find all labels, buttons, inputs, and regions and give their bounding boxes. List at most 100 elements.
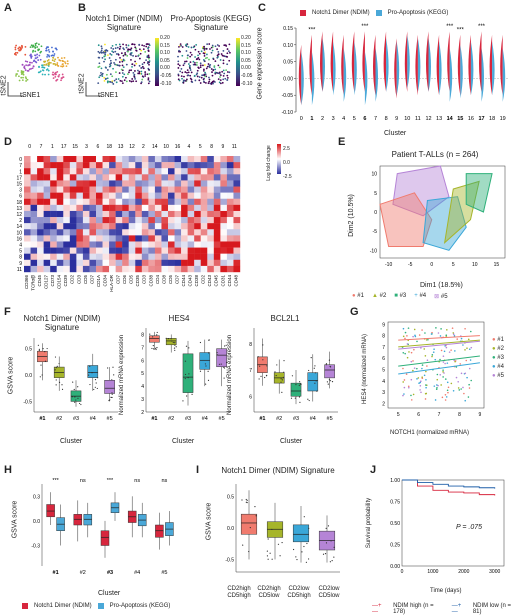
- heatmap-cell: [96, 198, 103, 206]
- tsne-point: [125, 44, 128, 46]
- tsne-point: [218, 45, 221, 47]
- tsne-point: [112, 48, 115, 50]
- tsne-point: [192, 60, 195, 63]
- heatmap-cell: [181, 204, 188, 212]
- tsne-point: [18, 79, 21, 82]
- tsne-point: [221, 54, 224, 57]
- tsne-point: [222, 50, 225, 52]
- scatter-point: [464, 327, 466, 330]
- panel-c-ylabel: Gene expression score: [256, 27, 264, 100]
- heatmap-cell: [154, 265, 162, 273]
- tsne-point: [114, 63, 116, 66]
- y-tick-label: 2: [141, 410, 144, 416]
- tsne-point: [224, 55, 227, 58]
- heatmap-cell: [24, 259, 31, 267]
- jitter-point: [306, 542, 308, 545]
- heatmap-cell: [233, 217, 241, 224]
- heatmap-cell: [96, 192, 103, 199]
- x-tick-label: #4: [310, 416, 316, 422]
- jitter-point: [96, 387, 98, 390]
- tsne-point: [40, 50, 43, 53]
- tsne-point: [212, 69, 215, 72]
- violin-ndim: [457, 34, 461, 96]
- heatmap-cell: [220, 253, 228, 260]
- tsne-point: [179, 70, 182, 73]
- tsne-point: [219, 74, 222, 77]
- heatmap-cell: [187, 259, 195, 267]
- y-tick-label: 0.75: [390, 500, 400, 506]
- panel-b-title-2: Pro-Apoptosis (KEGG) Signature: [170, 14, 252, 32]
- tsne-point: [181, 77, 183, 80]
- tsne-point: [120, 68, 123, 71]
- heatmap-cell: [154, 156, 162, 163]
- heatmap-marker-label: CD45: [37, 275, 42, 287]
- x-tick-label: 3: [332, 116, 335, 122]
- survival-curve: [402, 479, 496, 496]
- tsne-point: [101, 56, 104, 59]
- tsne-point: [207, 63, 210, 65]
- heatmap-marker-label: CD43: [207, 275, 212, 287]
- panel-f-ylabel-3: Normalized mRNA expression: [227, 334, 234, 416]
- heatmap-cell: [233, 198, 241, 206]
- tsne-point: [53, 54, 55, 57]
- jitter-point: [314, 382, 316, 384]
- panel-b-xlabel: tSNE1: [98, 92, 119, 99]
- scatter-point: [446, 329, 448, 331]
- scatter-point: [442, 371, 444, 373]
- tsne-point: [190, 71, 193, 74]
- tsne-point: [205, 67, 208, 70]
- heatmap-cell: [43, 180, 51, 187]
- tsne-point: [118, 64, 120, 67]
- heatmap-row-label: 7: [19, 163, 22, 169]
- heatmap-cell: [115, 186, 123, 193]
- y-tick-label: 0.05: [283, 60, 293, 66]
- tsne-point: [19, 47, 22, 50]
- heatmap-cell: [233, 223, 241, 230]
- tsne-point: [143, 61, 146, 64]
- heatmap-cell: [37, 192, 44, 199]
- tsne-point: [51, 59, 54, 62]
- heatmap-cell: [30, 235, 38, 242]
- jitter-point: [205, 365, 207, 367]
- scatter-point: [456, 338, 459, 340]
- violin-ndim: [330, 31, 334, 92]
- heatmap-row-label: 8: [19, 255, 22, 261]
- regression-line: [398, 340, 480, 350]
- tsne-point: [208, 78, 211, 81]
- tsne-point: [103, 60, 105, 63]
- jitter-point: [91, 372, 93, 374]
- tsne-point: [177, 55, 179, 58]
- panel-c-label: C: [258, 2, 266, 14]
- heatmap-cell: [233, 186, 241, 193]
- scatter-point: [402, 394, 404, 397]
- jitter-point: [301, 551, 303, 553]
- regression-line: [398, 362, 480, 375]
- heatmap-cell: [226, 229, 234, 236]
- heatmap-cell: [122, 204, 129, 212]
- heatmap-cell: [37, 198, 44, 206]
- heatmap-cell: [207, 217, 215, 224]
- y-tick-label: 6: [141, 358, 144, 364]
- scatter-point: [414, 335, 417, 338]
- jitter-point: [218, 363, 221, 365]
- heatmap-cell: [207, 162, 215, 169]
- scatter-point: [423, 374, 426, 377]
- jitter-point: [44, 360, 47, 362]
- jitter-point: [325, 527, 327, 529]
- scatter-point: [424, 392, 427, 395]
- tsne-point: [224, 77, 227, 80]
- jitter-point: [152, 336, 154, 338]
- heatmap-cell: [122, 192, 129, 199]
- jitter-point: [56, 365, 58, 367]
- heatmap-cell: [82, 168, 90, 175]
- tsne-point: [188, 66, 191, 69]
- tsne-point: [29, 61, 32, 64]
- violin-kegg: [460, 44, 463, 99]
- y-tick-label: 0.3: [33, 494, 40, 500]
- scatter-point: [453, 359, 456, 362]
- heatmap-cell: [96, 180, 103, 187]
- tsne-point: [56, 62, 59, 64]
- heatmap-cell: [154, 259, 162, 267]
- heatmap-cell: [89, 253, 97, 260]
- heatmap-cell: [50, 204, 57, 212]
